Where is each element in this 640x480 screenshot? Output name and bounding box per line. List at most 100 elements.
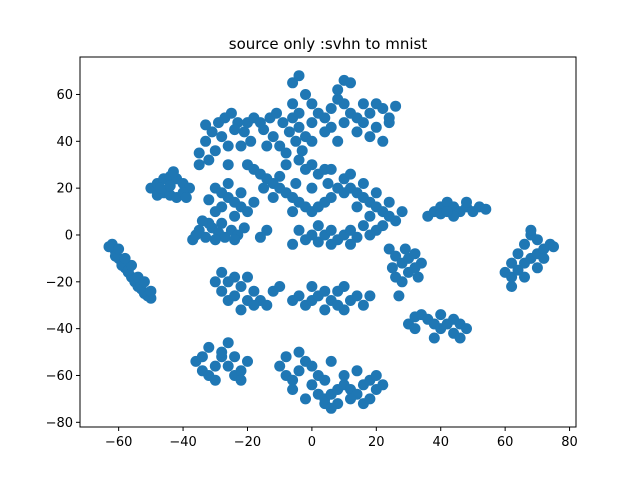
data-point: [248, 285, 260, 297]
data-point: [287, 374, 299, 386]
y-tick-label: 40: [56, 135, 73, 150]
data-point: [245, 135, 257, 147]
points-layer: [103, 70, 559, 414]
data-point: [461, 196, 472, 208]
data-point: [390, 271, 402, 283]
data-point: [364, 229, 376, 241]
data-point: [126, 259, 137, 271]
data-point: [435, 309, 447, 321]
data-point: [338, 281, 350, 292]
data-point: [332, 135, 344, 147]
data-point: [370, 370, 382, 381]
data-point: [296, 145, 308, 157]
data-point: [193, 159, 205, 171]
x-tick-label: 40: [432, 435, 449, 450]
data-point: [274, 360, 286, 372]
data-point: [274, 170, 286, 182]
data-point: [345, 168, 356, 180]
x-tick-label: −40: [169, 435, 196, 450]
data-point: [325, 103, 337, 114]
data-point: [242, 206, 253, 218]
plot-frame: [79, 56, 577, 428]
data-point: [287, 238, 299, 250]
data-point: [345, 77, 356, 89]
data-point: [277, 117, 289, 129]
data-point: [225, 107, 237, 119]
data-point: [138, 276, 150, 288]
data-point: [364, 290, 376, 302]
data-point: [287, 206, 299, 218]
data-point: [519, 238, 530, 250]
x-tick-label: −60: [105, 435, 132, 450]
data-point: [203, 154, 215, 166]
data-point: [525, 224, 537, 236]
data-point: [222, 337, 234, 349]
data-point: [390, 100, 402, 112]
data-point: [290, 135, 302, 147]
data-point: [261, 224, 273, 236]
y-tick-label: −60: [46, 369, 73, 384]
data-point: [325, 402, 337, 414]
data-point: [338, 304, 350, 316]
data-point: [293, 154, 305, 166]
data-point: [319, 112, 331, 124]
data-point: [280, 351, 292, 363]
y-tick-label: 20: [56, 182, 73, 197]
x-tick-label: 20: [368, 435, 385, 450]
data-point: [242, 271, 253, 283]
data-point: [293, 365, 305, 377]
data-point: [222, 178, 234, 189]
data-point: [274, 140, 286, 152]
data-point: [377, 379, 389, 391]
data-point: [242, 355, 253, 367]
x-axis-ticks: −60 −40 −20 0 20 40 60 80: [105, 427, 578, 450]
data-point: [167, 166, 179, 178]
data-point: [209, 374, 221, 386]
data-point: [271, 107, 282, 119]
data-point: [332, 84, 344, 96]
data-point: [238, 126, 250, 138]
data-point: [519, 271, 530, 283]
data-point: [190, 229, 202, 241]
data-point: [506, 257, 518, 269]
data-point: [319, 285, 331, 297]
data-point: [325, 224, 337, 236]
data-point: [512, 264, 524, 276]
data-point: [287, 384, 299, 395]
data-point: [235, 140, 247, 152]
x-tick-label: −20: [234, 435, 261, 450]
data-point: [351, 290, 363, 302]
data-point: [200, 119, 212, 131]
data-point: [145, 285, 157, 297]
data-point: [306, 182, 318, 194]
data-point: [222, 140, 234, 152]
data-point: [287, 77, 299, 89]
y-tick-label: 60: [56, 88, 73, 103]
data-point: [357, 98, 369, 110]
data-point: [322, 178, 334, 189]
data-point: [155, 182, 166, 194]
data-point: [480, 203, 492, 215]
data-point: [319, 304, 331, 316]
x-tick-label: 80: [561, 435, 578, 450]
data-point: [287, 98, 299, 110]
data-point: [216, 346, 228, 358]
data-point: [357, 220, 369, 232]
data-point: [364, 131, 376, 143]
data-point: [293, 121, 305, 133]
data-point: [274, 281, 286, 292]
data-point: [196, 351, 208, 363]
data-point: [254, 231, 266, 243]
data-point: [283, 126, 295, 138]
data-point: [351, 231, 363, 243]
data-point: [409, 262, 421, 274]
data-point: [209, 276, 221, 288]
data-point: [364, 210, 376, 222]
data-point: [203, 341, 215, 353]
data-point: [222, 276, 234, 288]
data-point: [290, 178, 302, 189]
data-point: [306, 98, 318, 110]
data-point: [280, 159, 292, 171]
data-point: [235, 281, 247, 292]
data-point: [267, 192, 279, 203]
